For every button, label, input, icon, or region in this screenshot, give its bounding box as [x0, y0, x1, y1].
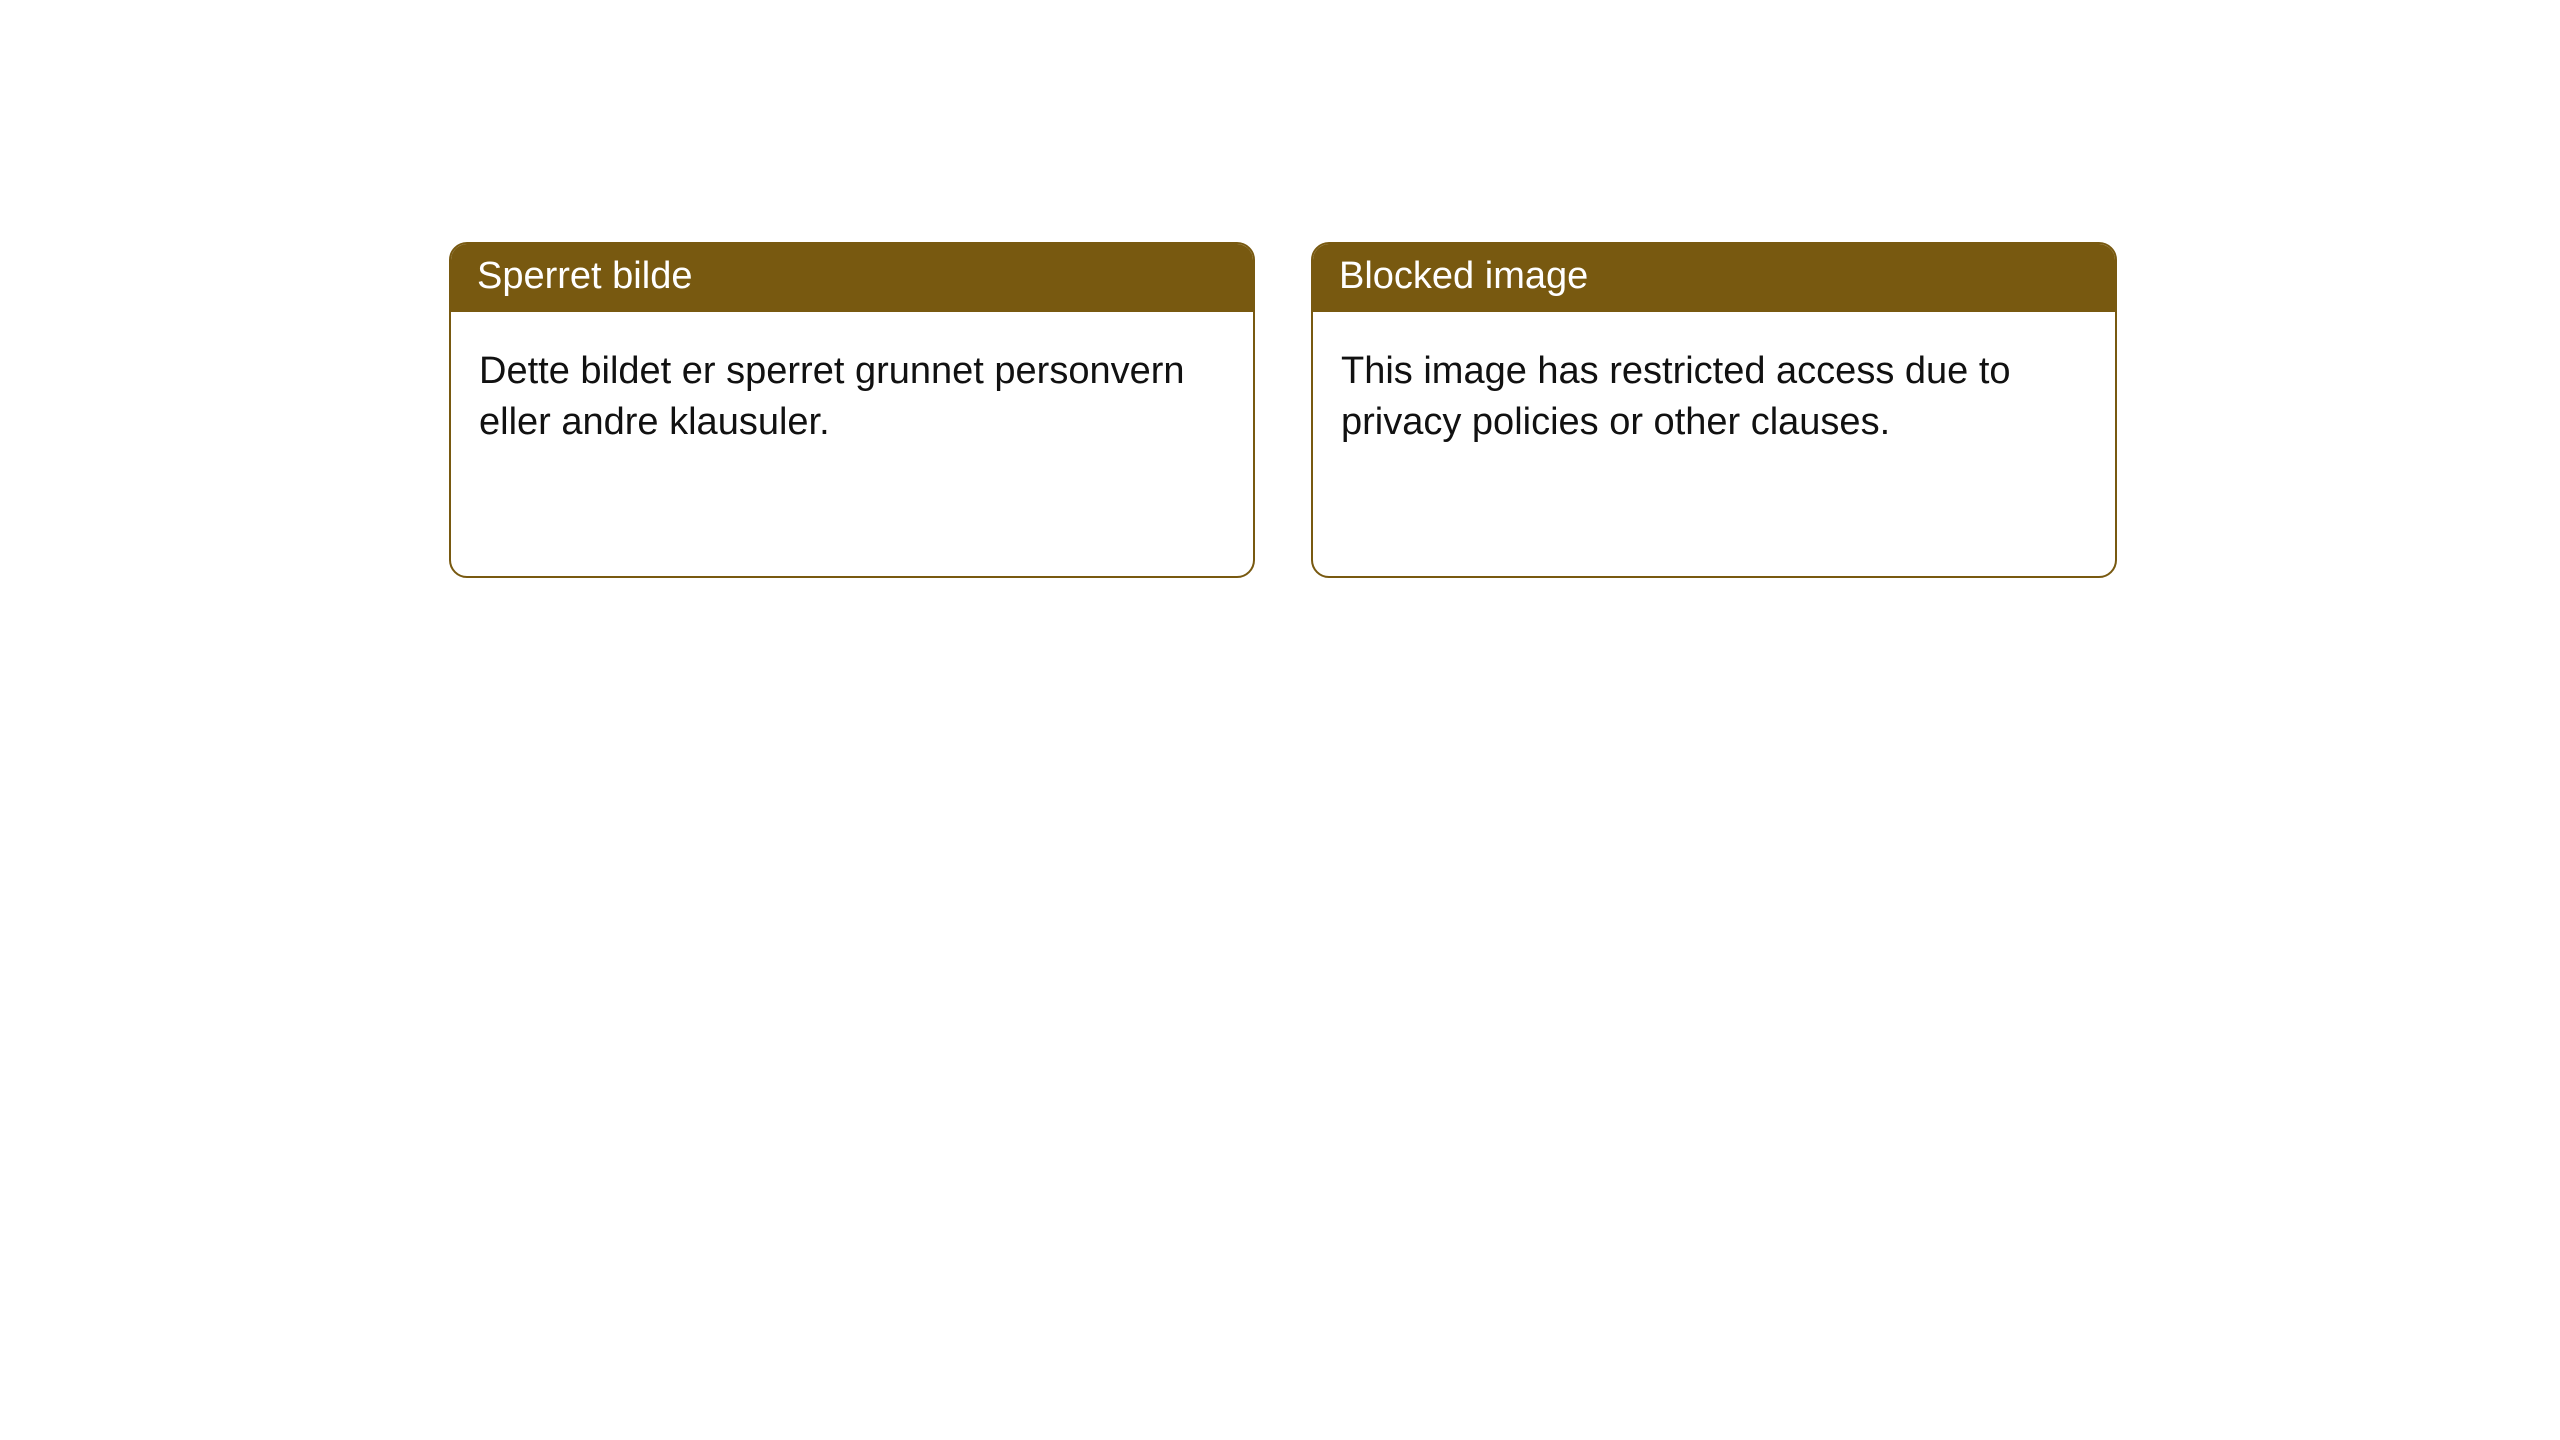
notice-card-norwegian: Sperret bilde Dette bildet er sperret gr…	[449, 242, 1255, 578]
notice-header-english: Blocked image	[1313, 244, 2115, 312]
notice-card-english: Blocked image This image has restricted …	[1311, 242, 2117, 578]
notice-body-norwegian: Dette bildet er sperret grunnet personve…	[451, 312, 1253, 483]
notice-header-norwegian: Sperret bilde	[451, 244, 1253, 312]
notice-body-english: This image has restricted access due to …	[1313, 312, 2115, 483]
notice-container: Sperret bilde Dette bildet er sperret gr…	[0, 0, 2560, 578]
